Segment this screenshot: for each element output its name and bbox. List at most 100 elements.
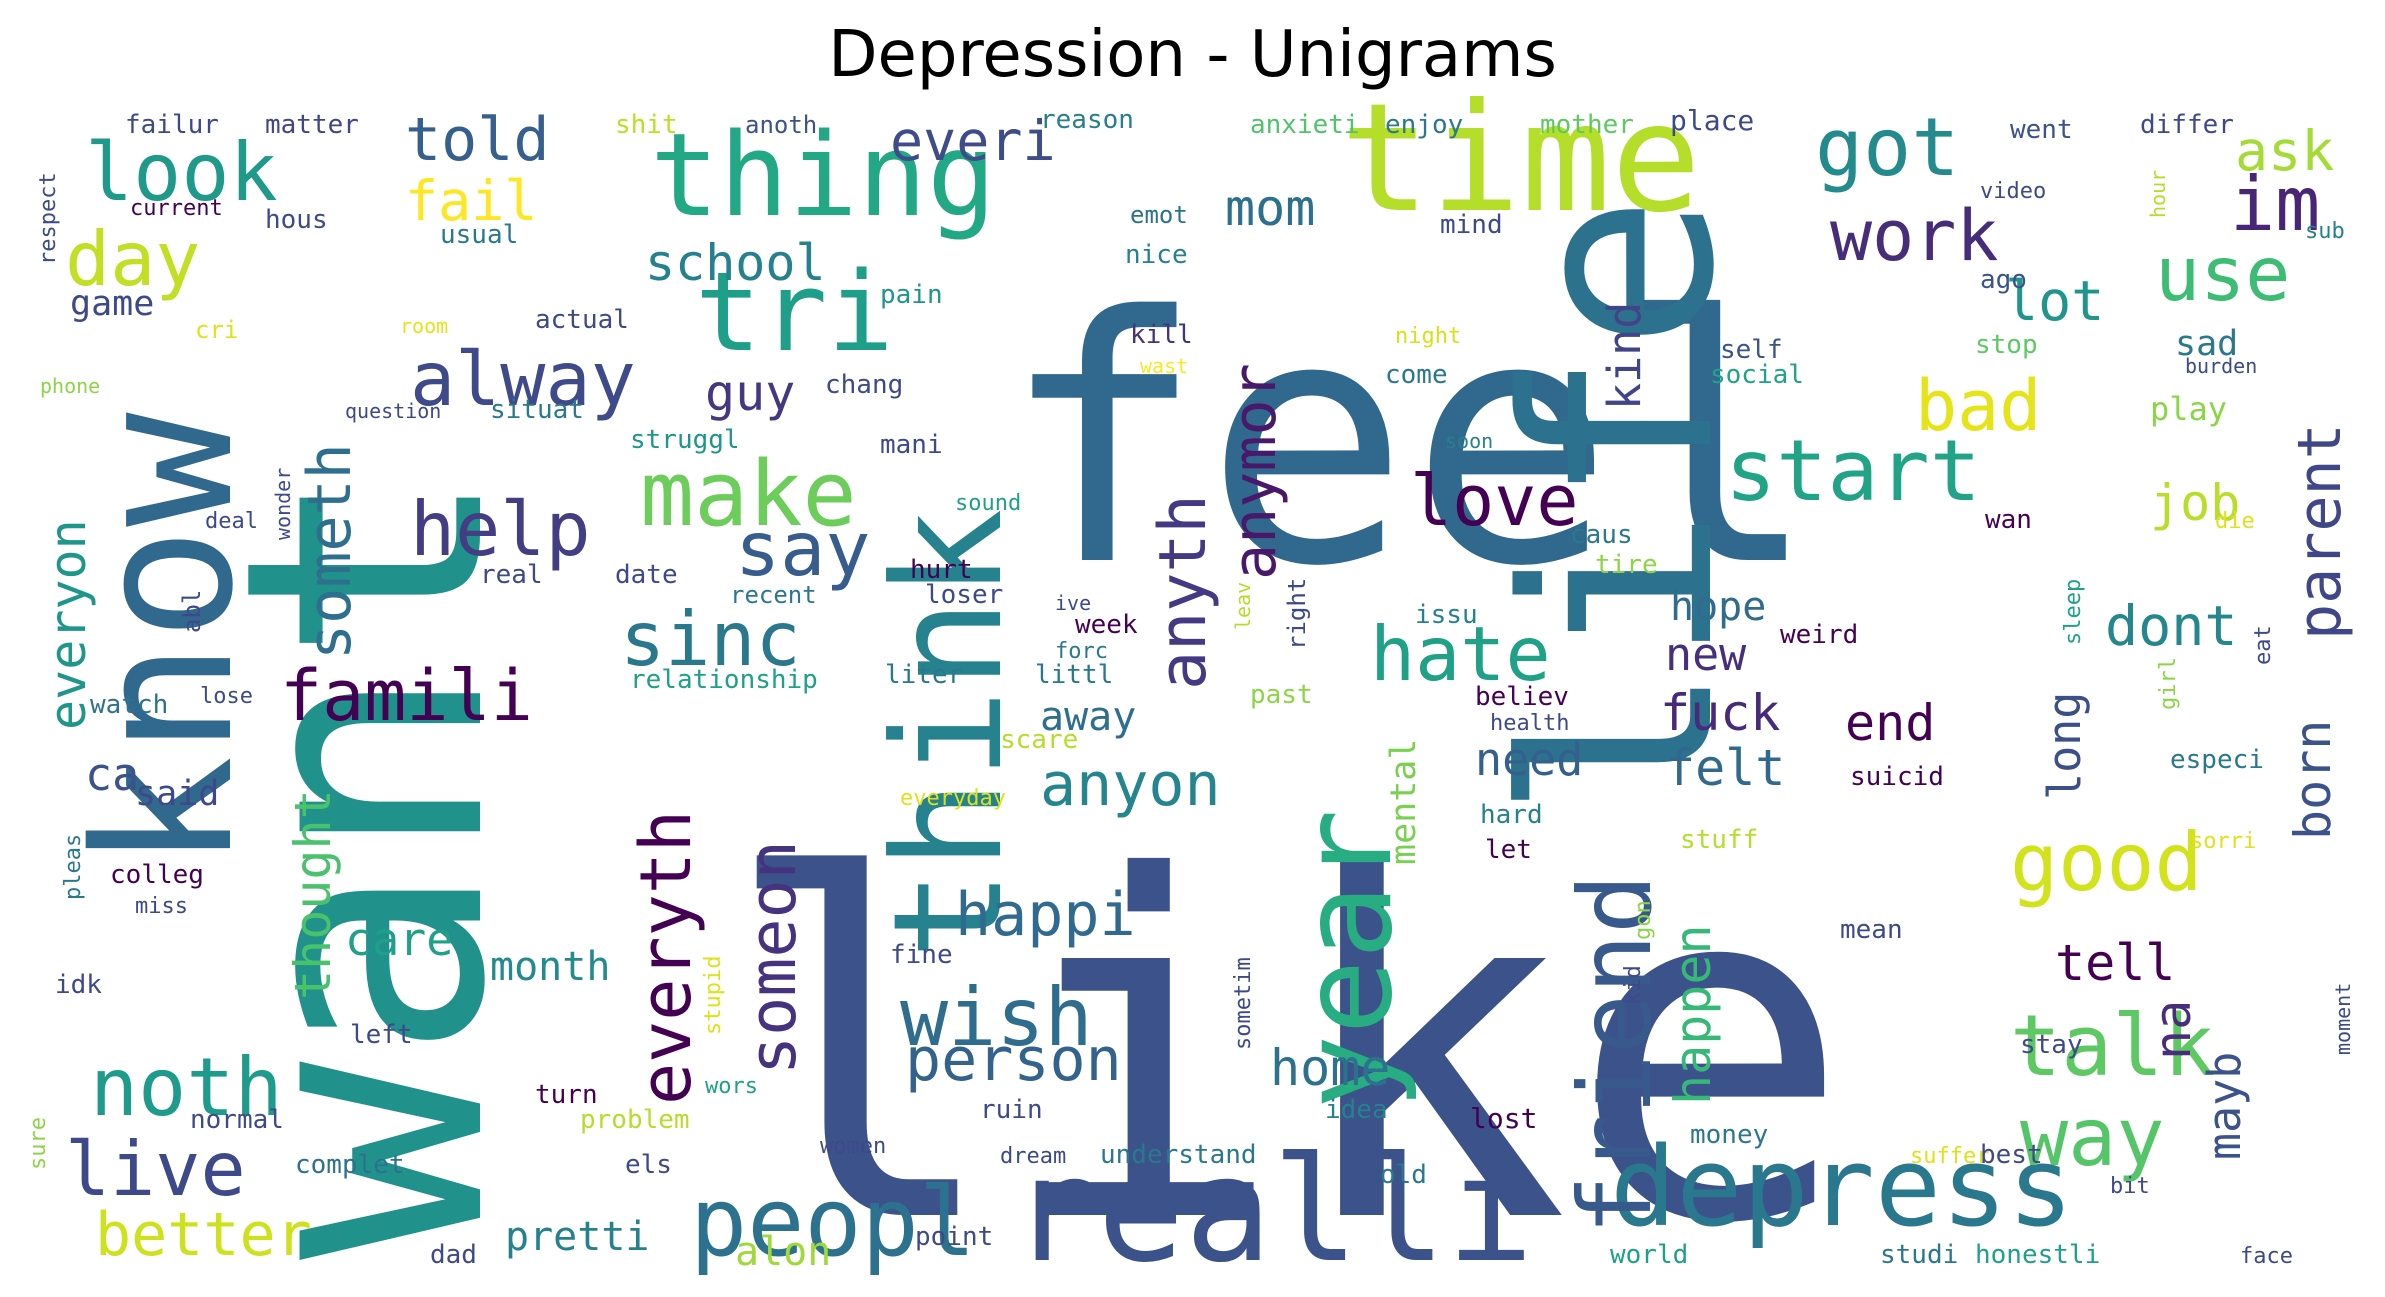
word-caus: caus — [1570, 520, 1633, 550]
word-anyon: anyon — [1040, 750, 1221, 820]
word-sometim: sometim — [1231, 957, 1256, 1050]
word-watch: watch — [90, 690, 168, 720]
word-game: game — [70, 284, 154, 324]
word-mind: mind — [1440, 210, 1503, 240]
word-year: year — [1275, 809, 1420, 1110]
word-sinc: sinc — [620, 595, 801, 683]
word-pretti: pretti — [505, 1214, 650, 1260]
word-talk: talk — [2010, 997, 2215, 1096]
word-lose: lose — [200, 684, 253, 709]
word-usual: usual — [440, 220, 518, 250]
word-shit: shit — [615, 110, 678, 140]
word-anoth: anoth — [745, 111, 817, 139]
word-kill: kill — [1130, 320, 1193, 350]
word-got: got — [1815, 101, 1960, 194]
word-day: day — [65, 215, 200, 303]
word-someth: someth — [295, 443, 365, 660]
word-video: video — [1980, 179, 2046, 204]
word-night: night — [1395, 324, 1461, 349]
word-alon: alon — [735, 1229, 831, 1275]
word-ive: ive — [1055, 591, 1091, 615]
word-problem: problem — [580, 1105, 690, 1135]
word-need: need — [1475, 733, 1583, 786]
word-question: question — [345, 399, 441, 423]
word-actual: actual — [535, 305, 629, 335]
word-start: start — [1725, 422, 1981, 521]
word-place: place — [1670, 104, 1754, 137]
word-kind: kind — [1598, 302, 1651, 410]
word-went: went — [2010, 115, 2073, 145]
word-sleep: sleep — [2061, 579, 2086, 645]
word-happen: happen — [1664, 924, 1722, 1105]
word-mental: mental — [1384, 739, 1424, 865]
word-think: think — [862, 508, 1036, 960]
word-els: els — [625, 1150, 672, 1180]
word-come: come — [1385, 360, 1448, 390]
word-wan: wan — [1985, 505, 2032, 535]
word-thought: thought — [284, 789, 342, 1000]
word-kid: kid — [1621, 965, 1646, 1005]
word-suffer: suffer — [1910, 1144, 1989, 1169]
word-anymor: anymor — [1220, 363, 1290, 580]
word-nice: nice — [1125, 240, 1188, 270]
word-everi: everi — [890, 109, 1056, 173]
word-mayb: mayb — [2198, 1052, 2251, 1160]
word-wors: wors — [705, 1074, 758, 1099]
word-believ: believ — [1475, 682, 1569, 712]
word-bad: bad — [1915, 365, 2041, 447]
word-feel: feel — [1000, 245, 1819, 641]
word-lot: lot — [2005, 269, 2104, 333]
word-everyday: everyday — [900, 786, 1006, 811]
word-let: let — [1485, 835, 1532, 865]
word-stupid: stupid — [701, 956, 726, 1035]
word-weird: weird — [1780, 620, 1858, 650]
word-everyon: everyon — [39, 519, 97, 730]
word-peopl: peopl — [690, 1168, 976, 1278]
word-ca: ca — [85, 748, 139, 801]
word-sound: sound — [955, 491, 1021, 516]
word-women: women — [820, 1134, 886, 1159]
word-turn: turn — [535, 1080, 598, 1110]
word-depress: depress — [1610, 1123, 2074, 1251]
word-struggl: struggl — [630, 425, 740, 455]
word-scare: scare — [1000, 725, 1078, 755]
word-right: right — [1283, 578, 1311, 650]
word-die: die — [2215, 509, 2255, 534]
word-parent: parent — [2285, 423, 2355, 640]
word-old: old — [1380, 1160, 1427, 1190]
word-thing: thing — [650, 109, 996, 243]
word-enjoy: enjoy — [1385, 110, 1463, 140]
word-care: care — [345, 913, 453, 966]
word-sad: sad — [2175, 324, 2238, 364]
word-idea: idea — [1325, 1095, 1388, 1125]
word-time: time — [1340, 72, 1701, 246]
word-deal: deal — [205, 509, 258, 534]
word-born: born — [2284, 720, 2342, 840]
word-ago: ago — [1980, 265, 2027, 295]
word-everyth: everyth — [625, 810, 707, 1105]
word-differ: differ — [2140, 110, 2234, 140]
word-noth: noth — [90, 1041, 283, 1134]
word-abl: abl — [178, 590, 206, 633]
word-told: told — [405, 105, 550, 175]
word-work: work — [1830, 195, 1999, 277]
word-phone: phone — [40, 374, 100, 398]
word-dont: dont — [2105, 594, 2237, 658]
word-fine: fine — [890, 940, 953, 970]
word-good: good — [2010, 816, 2203, 909]
word-colleg: colleg — [110, 860, 204, 890]
word-soon: soon — [1445, 429, 1493, 453]
word-gon: gon — [1631, 900, 1656, 940]
word-hope: hope — [1670, 584, 1766, 630]
word-anyth: anyth — [1146, 494, 1221, 690]
word-honestli: honestli — [1975, 1240, 2100, 1270]
word-mani: mani — [880, 430, 943, 460]
word-sub: sub — [2305, 219, 2345, 244]
word-mom: mom — [1225, 179, 1315, 237]
word-hate: hate — [1370, 610, 1551, 698]
word-face: face — [2240, 1244, 2293, 1269]
word-especi: especi — [2170, 745, 2264, 775]
word-someon: someon — [736, 840, 811, 1075]
word-hurt: hurt — [910, 555, 973, 585]
word-na: na — [2144, 1000, 2202, 1060]
